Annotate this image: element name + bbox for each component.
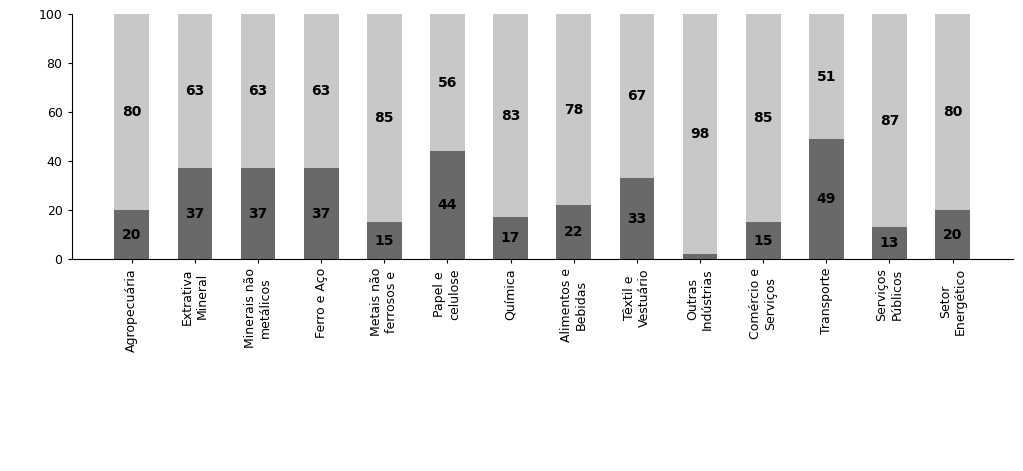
Text: 37: 37 — [249, 207, 268, 221]
Bar — [935, 14, 970, 210]
Bar — [178, 14, 212, 169]
Text: 87: 87 — [880, 114, 899, 128]
Text: 85: 85 — [374, 111, 394, 125]
Text: 49: 49 — [816, 192, 836, 206]
Text: 37: 37 — [185, 207, 205, 221]
Bar — [620, 14, 655, 178]
Text: 63: 63 — [185, 84, 205, 98]
Text: 80: 80 — [943, 105, 963, 119]
Bar — [557, 205, 591, 259]
Bar — [493, 218, 528, 259]
Bar — [557, 14, 591, 205]
Bar — [178, 169, 212, 259]
Bar — [746, 222, 781, 259]
Bar — [430, 14, 464, 151]
Text: 33: 33 — [627, 211, 647, 226]
Bar — [620, 178, 655, 259]
Bar — [240, 169, 275, 259]
Bar — [304, 169, 339, 259]
Bar — [809, 14, 844, 139]
Text: 63: 63 — [312, 84, 330, 98]
Text: 44: 44 — [438, 198, 457, 212]
Text: 67: 67 — [627, 89, 647, 103]
Text: 56: 56 — [438, 76, 457, 89]
Text: 15: 15 — [754, 234, 773, 248]
Text: 20: 20 — [943, 227, 963, 242]
Text: 85: 85 — [754, 111, 773, 125]
Text: 78: 78 — [564, 103, 583, 117]
Text: 63: 63 — [249, 84, 268, 98]
Text: 20: 20 — [122, 227, 141, 242]
Text: 22: 22 — [564, 225, 583, 239]
Bar — [746, 14, 781, 222]
Bar — [304, 14, 339, 169]
Bar — [115, 210, 149, 259]
Text: 80: 80 — [122, 105, 141, 119]
Text: 13: 13 — [880, 236, 899, 250]
Text: 17: 17 — [501, 231, 521, 245]
Bar — [430, 151, 464, 259]
Bar — [115, 14, 149, 210]
Bar — [873, 14, 906, 227]
Bar — [240, 14, 275, 169]
Bar — [682, 254, 717, 259]
Bar — [935, 210, 970, 259]
Bar — [367, 14, 402, 222]
Text: 83: 83 — [501, 109, 521, 123]
Bar — [682, 14, 717, 254]
Bar — [367, 222, 402, 259]
Text: 51: 51 — [816, 70, 836, 83]
Text: 37: 37 — [312, 207, 330, 221]
Text: 98: 98 — [691, 127, 710, 141]
Text: 15: 15 — [374, 234, 394, 248]
Bar — [493, 14, 528, 218]
Bar — [873, 227, 906, 259]
Bar — [809, 139, 844, 259]
